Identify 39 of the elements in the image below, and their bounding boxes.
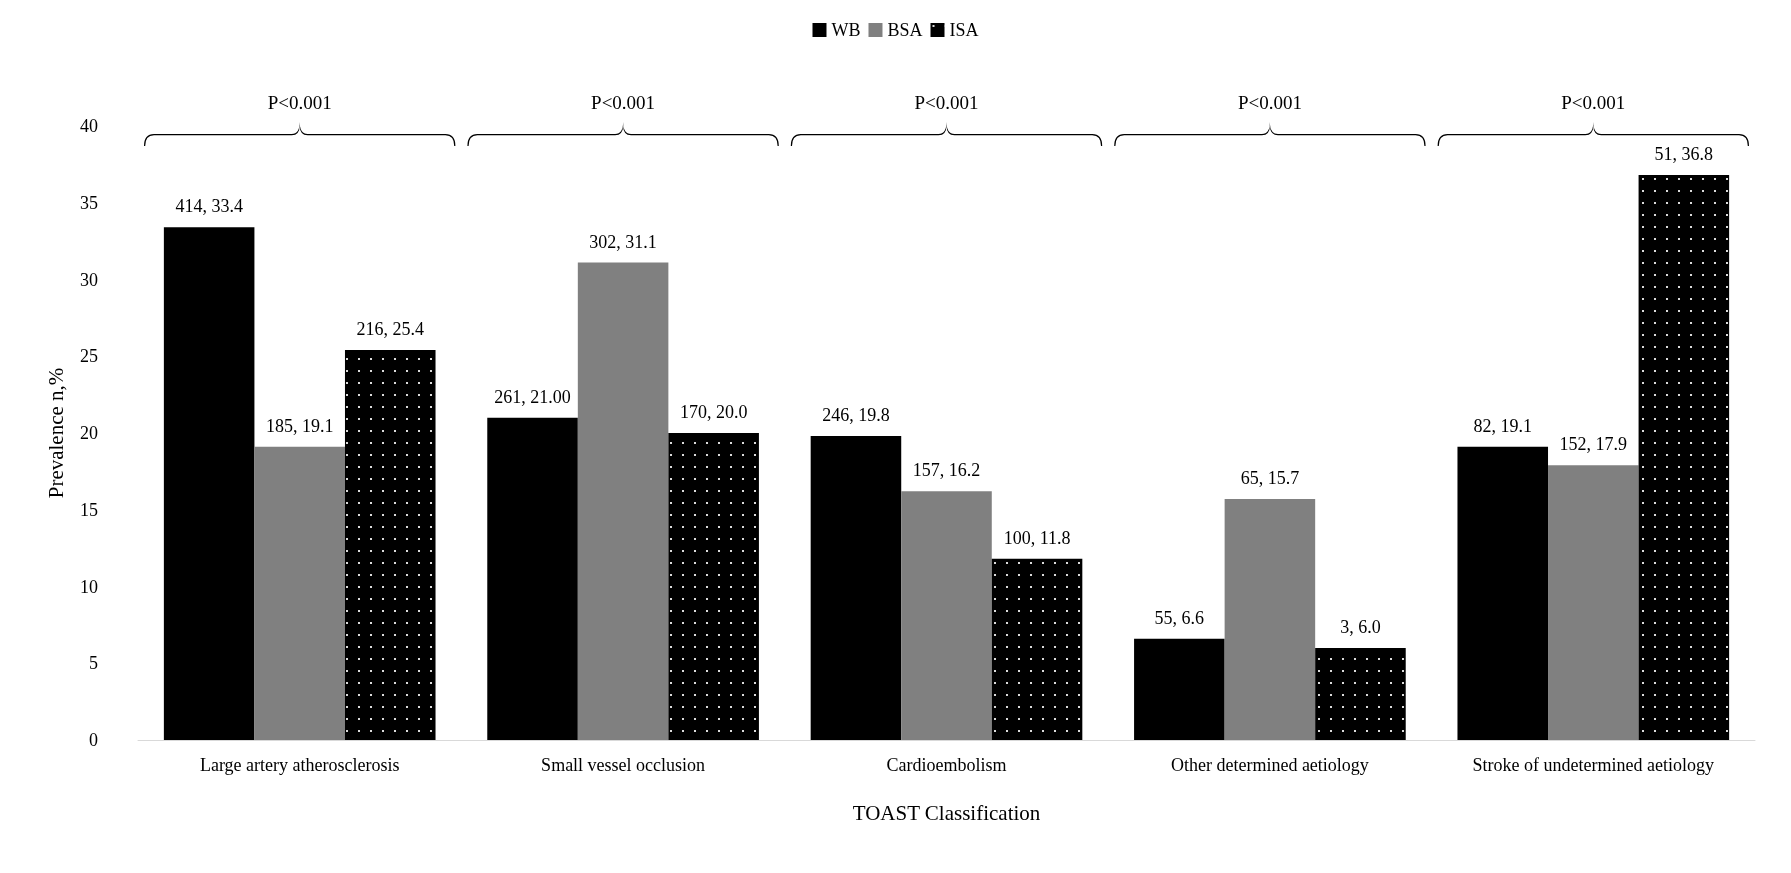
data-label: 170, 20.0 <box>679 402 748 422</box>
text: P<0.001 <box>914 92 979 113</box>
text: P<0.001 <box>1237 92 1302 113</box>
data-label: 246, 19.8 <box>822 405 890 426</box>
data-label: 82, 19.1 <box>1473 415 1532 436</box>
data-label: 152, 17.9 <box>1559 434 1628 455</box>
x-axis-title: TOAST Classification <box>852 800 1041 825</box>
text: P<0.001 <box>267 92 332 113</box>
x-tick-label: Other determined aetiology <box>1170 755 1369 775</box>
data-label: 157, 16.2 <box>912 460 981 481</box>
data-label: 100, 11.8 <box>1003 527 1071 548</box>
y-tick-label: 15 <box>80 499 98 520</box>
data-label: 55, 6.6 <box>1154 607 1205 628</box>
y-tick-label: 10 <box>80 576 98 597</box>
y-tick-label: 40 <box>80 116 98 136</box>
legend-label: ISA <box>949 20 979 40</box>
text: P<0.001 <box>1561 92 1626 113</box>
y-tick-label: 20 <box>80 423 98 443</box>
legend-label: BSA <box>887 20 923 40</box>
x-tick-label: Small vessel occlusion <box>541 755 706 775</box>
legend-label: WB <box>831 20 861 40</box>
data-label: 414, 33.4 <box>175 196 243 217</box>
data-label: 216, 25.4 <box>356 319 424 340</box>
x-tick-label: Large artery atherosclerosis <box>199 755 400 775</box>
y-axis-title: Prevalence n,% <box>43 367 68 499</box>
y-tick-label: 0 <box>89 730 98 750</box>
x-tick-label: Stroke of undetermined aetiology <box>1472 755 1715 775</box>
y-tick-label: 30 <box>80 269 98 290</box>
y-tick-label: 5 <box>89 653 98 674</box>
y-tick-label: 25 <box>80 346 98 367</box>
data-label: 65, 15.7 <box>1240 468 1300 489</box>
data-label: 261, 21.00 <box>494 386 571 407</box>
y-tick-label: 35 <box>80 192 98 213</box>
data-label: 302, 31.1 <box>589 231 657 252</box>
data-label: 3, 6.0 <box>1340 616 1381 637</box>
text: P<0.001 <box>591 92 656 113</box>
data-label: 51, 36.8 <box>1654 144 1714 165</box>
data-label: 185, 19.1 <box>265 415 334 436</box>
x-tick-label: Cardioembolism <box>886 755 1007 775</box>
